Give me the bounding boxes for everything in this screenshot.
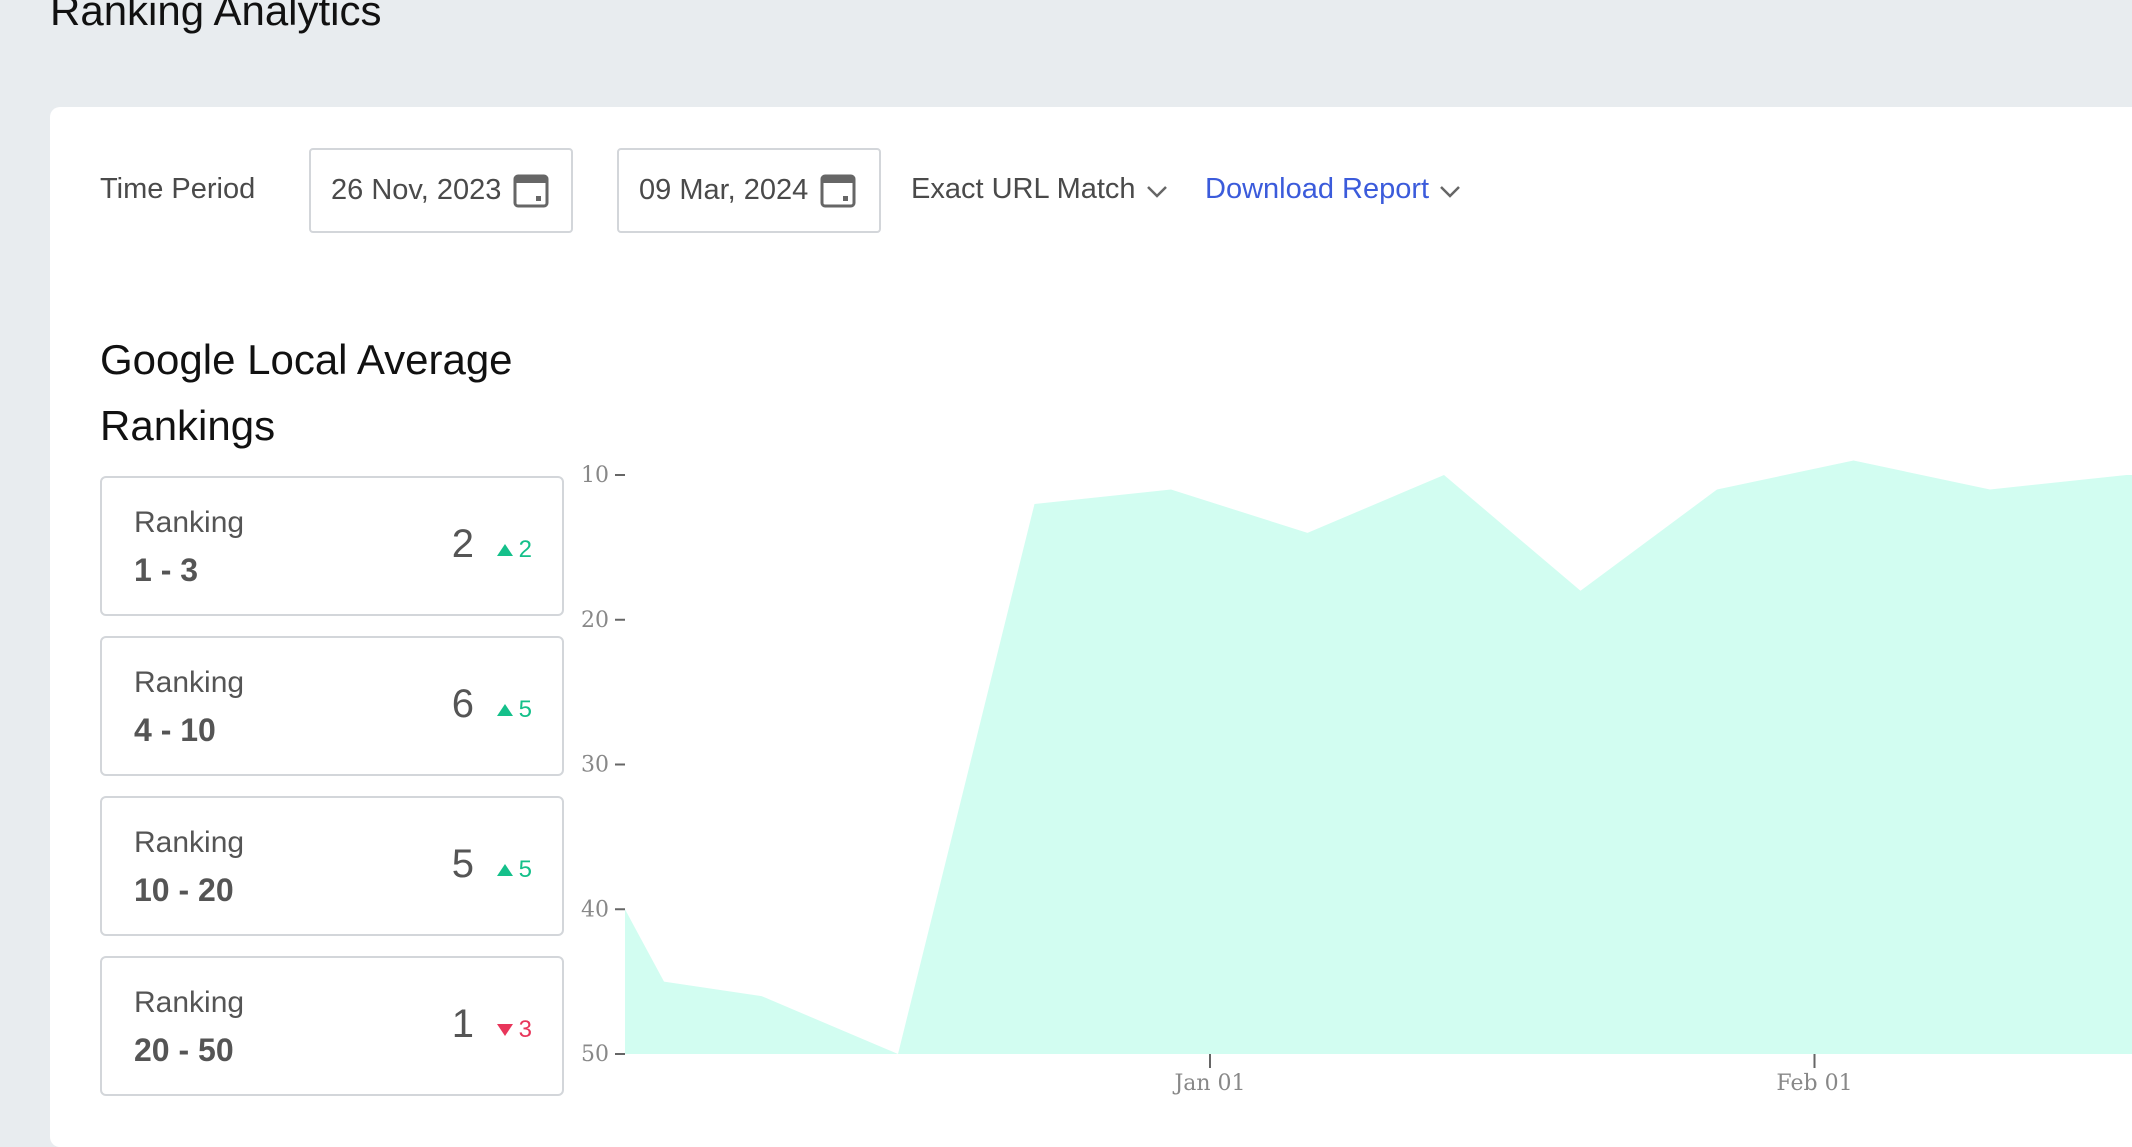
x-tick-label: Jan 01	[1172, 1071, 1245, 1096]
ranking-area-chart: 10 20 30 40 50 Jan 01 Feb 01	[575, 440, 2132, 1100]
filter-bar: Time Period 26 Nov, 2023 09 Mar, 2024 Ex…	[50, 107, 2132, 307]
ranking-card-delta: 2	[497, 536, 532, 564]
start-date-field[interactable]: 26 Nov, 2023	[309, 148, 573, 233]
y-tick-label: 30	[581, 753, 609, 778]
y-tick-label: 20	[581, 608, 609, 633]
x-tick-label: Feb 01	[1776, 1071, 1852, 1096]
ranking-card: Ranking 10 - 20 5 5	[100, 796, 564, 936]
ranking-card-value: 2	[452, 522, 474, 567]
section-title: Google Local Average Rankings	[100, 327, 560, 459]
ranking-card-delta: 5	[497, 696, 532, 724]
y-tick-label: 10	[581, 463, 609, 488]
chevron-down-icon	[1146, 185, 1168, 199]
ranking-card-range: 10 - 20	[134, 872, 234, 909]
ranking-card-label: Ranking	[134, 826, 244, 860]
ranking-card-delta-value: 3	[519, 1016, 532, 1044]
y-tick-label: 50	[581, 1042, 609, 1067]
end-date-value: 09 Mar, 2024	[639, 174, 808, 207]
ranking-card-range: 4 - 10	[134, 712, 216, 749]
ranking-card-delta: 5	[497, 856, 532, 884]
ranking-card: Ranking 4 - 10 6 5	[100, 636, 564, 776]
series-area	[625, 461, 2132, 1055]
url-match-label: Exact URL Match	[911, 173, 1136, 206]
ranking-card-label: Ranking	[134, 506, 244, 540]
ranking-card: Ranking 1 - 3 2 2	[100, 476, 564, 616]
ranking-card: Ranking 20 - 50 1 3	[100, 956, 564, 1096]
ranking-card-delta: 3	[497, 1016, 532, 1044]
ranking-card-delta-value: 5	[519, 856, 532, 884]
calendar-icon[interactable]	[820, 174, 856, 208]
triangle-up-icon	[497, 544, 513, 556]
chevron-down-icon	[1439, 185, 1461, 199]
download-report-dropdown[interactable]: Download Report	[1205, 173, 1461, 206]
calendar-icon[interactable]	[513, 174, 549, 208]
page-title: Ranking Analytics	[50, 0, 382, 36]
ranking-card-value: 5	[452, 842, 474, 887]
ranking-card-delta-value: 2	[519, 536, 532, 564]
triangle-up-icon	[497, 704, 513, 716]
ranking-card-label: Ranking	[134, 666, 244, 700]
ranking-card-delta-value: 5	[519, 696, 532, 724]
start-date-value: 26 Nov, 2023	[331, 174, 501, 207]
triangle-up-icon	[497, 864, 513, 876]
url-match-dropdown[interactable]: Exact URL Match	[911, 173, 1168, 206]
triangle-down-icon	[497, 1024, 513, 1036]
ranking-card-value: 6	[452, 682, 474, 727]
y-tick-label: 40	[581, 897, 609, 922]
time-period-label: Time Period	[100, 173, 255, 206]
end-date-field[interactable]: 09 Mar, 2024	[617, 148, 881, 233]
download-report-label: Download Report	[1205, 173, 1429, 206]
ranking-card-value: 1	[452, 1002, 474, 1047]
ranking-card-range: 20 - 50	[134, 1032, 234, 1069]
ranking-card-range: 1 - 3	[134, 552, 198, 589]
ranking-card-label: Ranking	[134, 986, 244, 1020]
